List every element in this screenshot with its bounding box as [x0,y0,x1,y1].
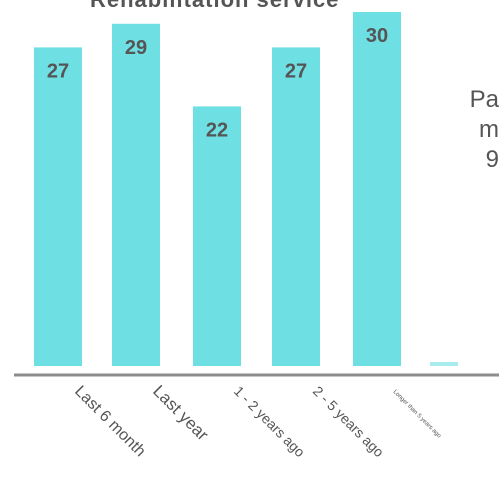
bar [193,106,241,367]
x-tick-label: Longer than 5 years ago [392,389,443,440]
bar [34,47,82,367]
bar-value-label: 29 [125,37,147,59]
x-tick-label: 2 - 5 years ago [310,383,387,460]
chart-title: Rehabilitation service [90,0,339,13]
bar [353,12,401,366]
bar [112,23,160,367]
bar [272,47,320,367]
partial-bar-stub [430,362,458,366]
x-tick-label: 1 - 2 years ago [231,383,308,460]
bar-value-label: 27 [285,60,307,82]
bar-value-label: 22 [206,119,228,141]
bar-value-label: 27 [47,60,69,82]
bar-value-label: 30 [366,25,388,47]
x-tick-label: Last 6 month [71,383,148,460]
side-text-clipped: Pa m 9 [469,86,499,173]
x-tick-label: Last year [149,381,212,444]
